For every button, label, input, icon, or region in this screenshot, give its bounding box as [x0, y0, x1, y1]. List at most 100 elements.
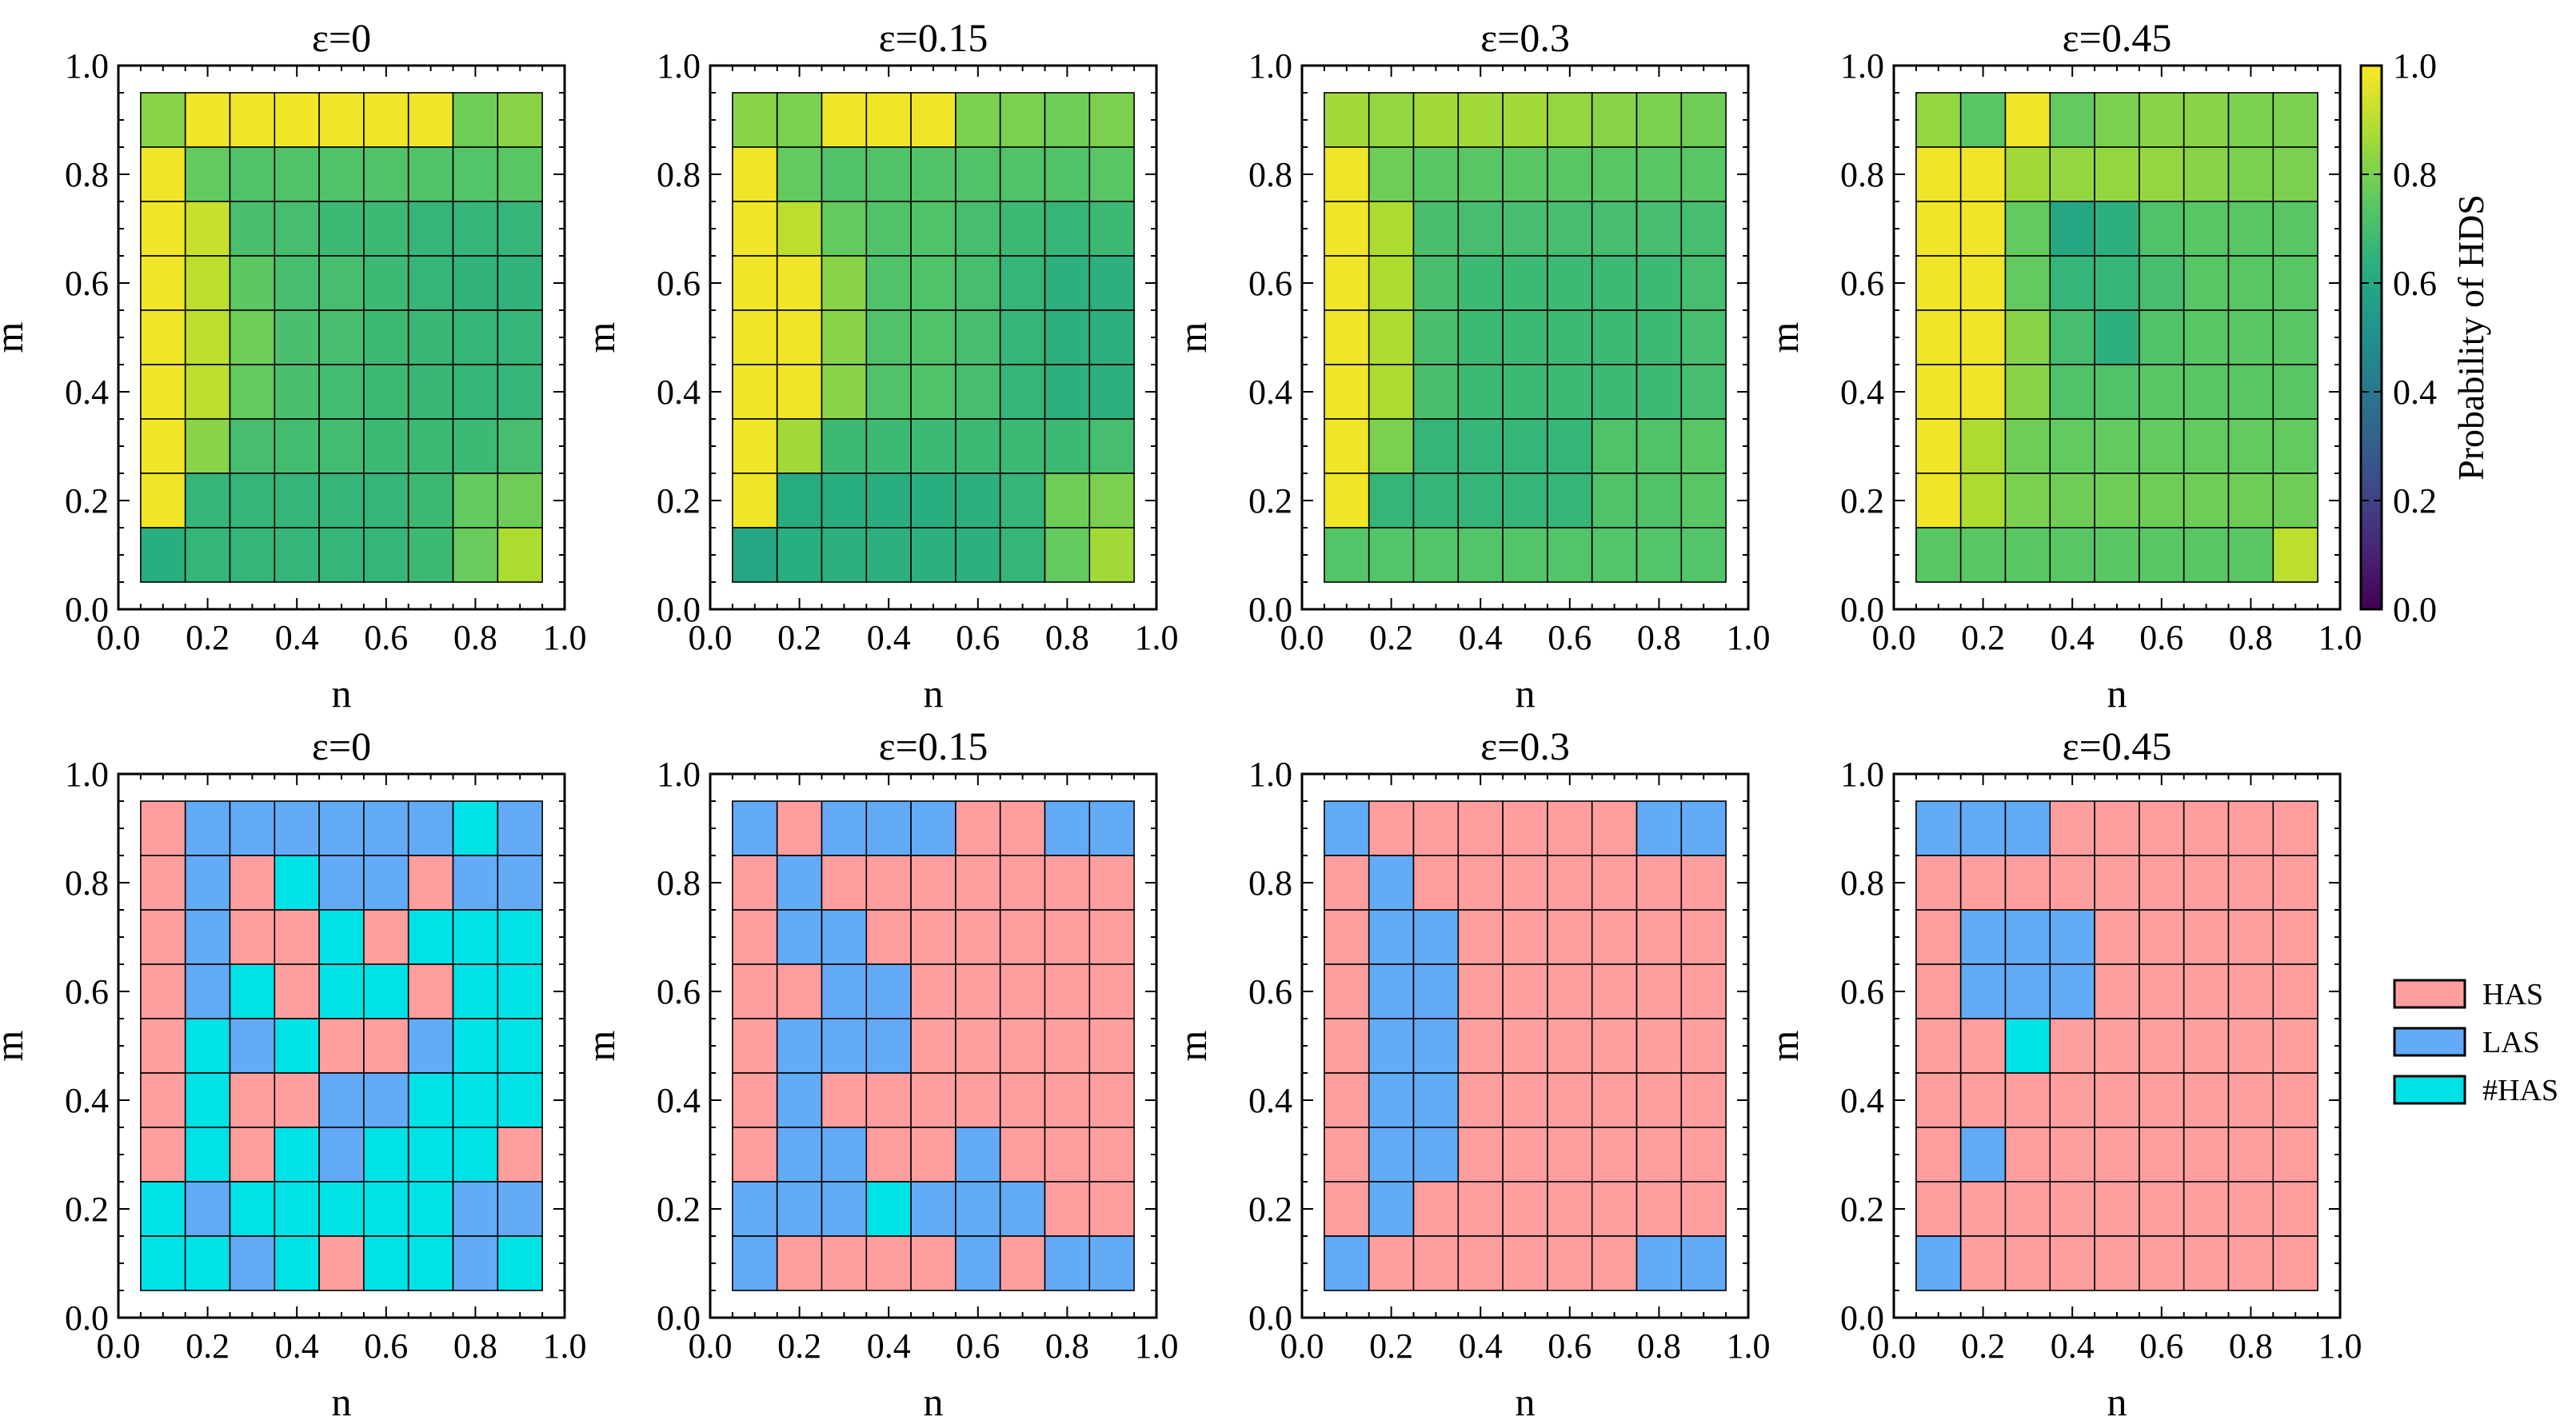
heatmap-cell	[274, 909, 320, 965]
heatmap-cell	[1680, 1181, 1727, 1237]
x-tick-label: 1.0	[2318, 618, 2362, 657]
heatmap-cell	[274, 201, 320, 257]
heatmap-cell	[1547, 364, 1593, 420]
heatmap-cell	[318, 855, 365, 911]
heatmap-cell	[1044, 1072, 1091, 1128]
heatmap-cell	[732, 255, 778, 311]
heatmap-cell	[955, 800, 1001, 856]
heatmap-cell	[865, 201, 912, 257]
heatmap-cell	[407, 909, 454, 965]
heatmap-cell	[955, 909, 1001, 965]
heatmap-cell	[2139, 1235, 2185, 1291]
heatmap-cell	[1044, 800, 1091, 856]
heatmap-cell	[2139, 473, 2185, 529]
heatmap-cell	[2094, 1235, 2140, 1291]
heatmap-cell	[2183, 800, 2230, 856]
heatmap-cell	[1324, 1181, 1370, 1237]
heatmap-cell	[452, 1072, 499, 1128]
heatmap-cell	[1915, 527, 1962, 583]
heatmap-cell	[776, 527, 823, 583]
heatmap-cell	[497, 1127, 543, 1183]
colorbar-label: Probability of HDS	[2450, 194, 2491, 481]
heatmap-cell	[910, 1181, 957, 1237]
y-tick-label: 0.2	[657, 481, 701, 521]
heatmap-cell	[363, 473, 409, 529]
x-tick-label: 0.4	[867, 618, 911, 657]
y-tick-label: 0.6	[65, 264, 109, 303]
y-tick-label: 0.6	[1840, 972, 1884, 1011]
heatmap-cell	[1680, 1018, 1727, 1074]
heatmap-cell	[2227, 1235, 2274, 1291]
heatmap-cell	[2183, 201, 2230, 257]
heatmap-cell	[497, 255, 543, 311]
y-tick-label: 0.4	[657, 1081, 701, 1120]
heatmap-cell	[2139, 800, 2185, 856]
heatmap-cell	[318, 1181, 365, 1237]
heatmap-cell	[2139, 364, 2185, 420]
heatmap-cell	[1915, 255, 1962, 311]
heatmap-cell	[2183, 146, 2230, 202]
heatmap-cell	[2272, 963, 2318, 1019]
heatmap-cell	[274, 1072, 320, 1128]
heatmap-cell	[1635, 800, 1683, 856]
heatmap-cell	[2004, 146, 2051, 202]
y-tick-label: 1.0	[1248, 755, 1292, 794]
heatmap-cell	[1680, 255, 1727, 311]
heatmap-cell	[910, 418, 957, 474]
heatmap-cell	[452, 309, 499, 365]
y-tick-label: 1.0	[657, 46, 701, 86]
heatmap-cell	[1915, 963, 1962, 1019]
heatmap-cell	[140, 418, 186, 474]
heatmap-cell	[999, 201, 1046, 257]
heatmap-cell	[229, 418, 276, 474]
heatmap-cell	[274, 473, 320, 529]
heatmap-cell	[1591, 855, 1638, 911]
x-tick-label: 0.6	[364, 1326, 408, 1366]
heatmap-cell	[318, 1072, 365, 1128]
axis-ticks	[1301, 65, 1749, 610]
heatmap-cell	[2272, 201, 2318, 257]
panel-3: 0.0 0.2 0.4 0.6 0.8 1.0 0.0 0.2 0.4 0.6 0.8 1.0 n m ε=…	[1170, 15, 1771, 716]
heatmap-cell	[1591, 364, 1638, 420]
heatmap-cell	[1324, 418, 1370, 474]
heatmap-cell	[1635, 1018, 1683, 1074]
x-tick-label: 0.6	[2139, 1326, 2183, 1366]
y-tick-label: 1.0	[1840, 755, 1884, 794]
heatmap-cell	[184, 255, 231, 311]
heatmap-cell	[1635, 1072, 1683, 1128]
y-tick-label: 0.4	[1840, 1081, 1884, 1120]
heatmap-cell	[2272, 909, 2318, 965]
heatmap-cell	[2139, 418, 2185, 474]
heatmap-cell	[229, 146, 276, 202]
heatmap-cell	[1915, 1127, 1962, 1183]
y-tick-label: 0.4	[1840, 373, 1884, 412]
heatmap-cell	[776, 309, 823, 365]
x-tick-label: 0.0	[689, 618, 733, 657]
heatmap-cell	[1457, 473, 1504, 529]
y-axis-label: m	[578, 321, 623, 353]
panel-1: 0.0 0.2 0.4 0.6 0.8 1.0 0.0 0.2 0.4 0.6 0.8 1.0 n m ε=…	[0, 15, 587, 716]
heatmap-cell	[2183, 1072, 2230, 1128]
heatmap-cell	[1915, 201, 1962, 257]
heatmap-cell	[407, 1127, 454, 1183]
heatmap-cell	[140, 364, 186, 420]
heatmap-cell	[407, 1018, 454, 1074]
x-tick-label: 0.2	[777, 1326, 821, 1366]
heatmap-cell	[497, 201, 543, 257]
x-tick-label: 1.0	[1135, 1326, 1179, 1366]
heatmap-cell	[821, 92, 868, 148]
heatmap-cell	[229, 527, 276, 583]
heatmap-cell	[1044, 527, 1091, 583]
y-tick-label: 0.0	[657, 1298, 701, 1338]
heatmap-cell	[1044, 364, 1091, 420]
axis-ticks	[1893, 773, 2341, 1318]
heatmap-cell	[1915, 909, 1962, 965]
heatmap-cell	[865, 1235, 912, 1291]
x-tick-label: 1.0	[543, 618, 587, 657]
heatmap-cell	[452, 418, 499, 474]
heatmap-cell	[229, 473, 276, 529]
axis-ticks	[709, 773, 1157, 1318]
y-tick-label: 0.8	[1840, 864, 1884, 903]
heatmap-cell	[1088, 963, 1135, 1019]
heatmap-cell	[2139, 255, 2185, 311]
